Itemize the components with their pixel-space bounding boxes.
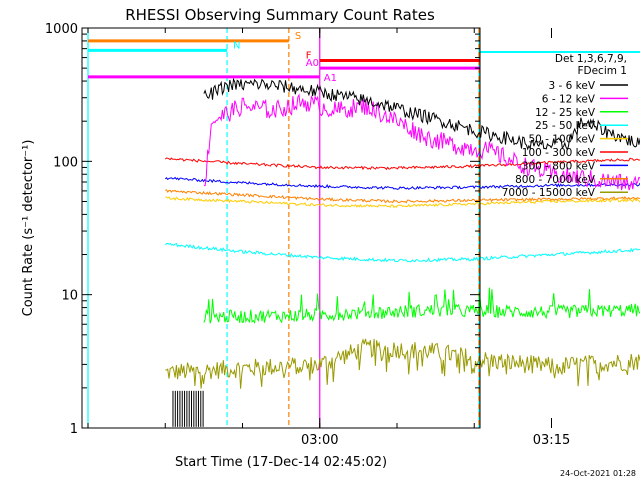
chart-title: RHESSI Observing Summary Count Rates xyxy=(125,6,435,24)
legend-header: FDecim 1 xyxy=(577,65,627,77)
legend-label: 12 - 25 keV xyxy=(535,107,596,119)
legend-label: 300 - 800 keV xyxy=(522,160,596,172)
flag-label-a0: A0 xyxy=(306,58,319,69)
x-tick-label: 03:15 xyxy=(533,433,570,448)
flag-label-f: F xyxy=(306,51,312,62)
series-25-50-kev xyxy=(164,242,640,263)
legend-label: 25 - 50 keV xyxy=(535,120,596,132)
flag-label-s: S xyxy=(295,31,301,42)
y-tick-label: 10 xyxy=(61,289,78,304)
series-300-800-kev xyxy=(164,176,640,190)
series-7000-15000-kev xyxy=(165,338,640,389)
y-tick-label: 1 xyxy=(70,422,78,437)
series-3-6-kev xyxy=(203,77,640,151)
x-tick-label: 03:00 xyxy=(301,433,338,448)
series-50-100-kev xyxy=(165,196,640,209)
series-800-7000-kev xyxy=(165,189,640,204)
y-axis: 1 10 100 1000 xyxy=(45,22,480,437)
y-tick-label: 1000 xyxy=(45,22,78,37)
y-axis-label: Count Rate (s⁻¹ detector⁻¹) xyxy=(21,140,36,317)
x-axis-label: Start Time (17-Dec-14 02:45:02) xyxy=(175,455,387,470)
series-100-300-kev xyxy=(164,157,640,171)
footer-timestamp: 24-Oct-2021 01:28 xyxy=(560,469,636,478)
legend-label: 800 - 7000 keV xyxy=(515,174,596,186)
plot-frame xyxy=(81,27,481,429)
legend-label: 100 - 300 keV xyxy=(522,147,596,159)
y-tick-label: 100 xyxy=(53,155,78,170)
legend-label: 6 - 12 keV xyxy=(542,93,596,105)
series-12-25-kev xyxy=(203,287,640,324)
legend-header: Det 1,3,6,7,9, xyxy=(555,53,627,65)
legend-label: 50 - 100 keV xyxy=(528,134,595,146)
legend-label: 3 - 6 keV xyxy=(548,80,595,92)
legend-label: 7000 - 15000 keV xyxy=(502,187,596,199)
flag-label-n: N xyxy=(233,40,240,51)
plot-area: S N FA0 A1 xyxy=(87,28,640,428)
series-6-12-kev xyxy=(203,93,640,191)
flag-label-a1: A1 xyxy=(324,73,337,84)
